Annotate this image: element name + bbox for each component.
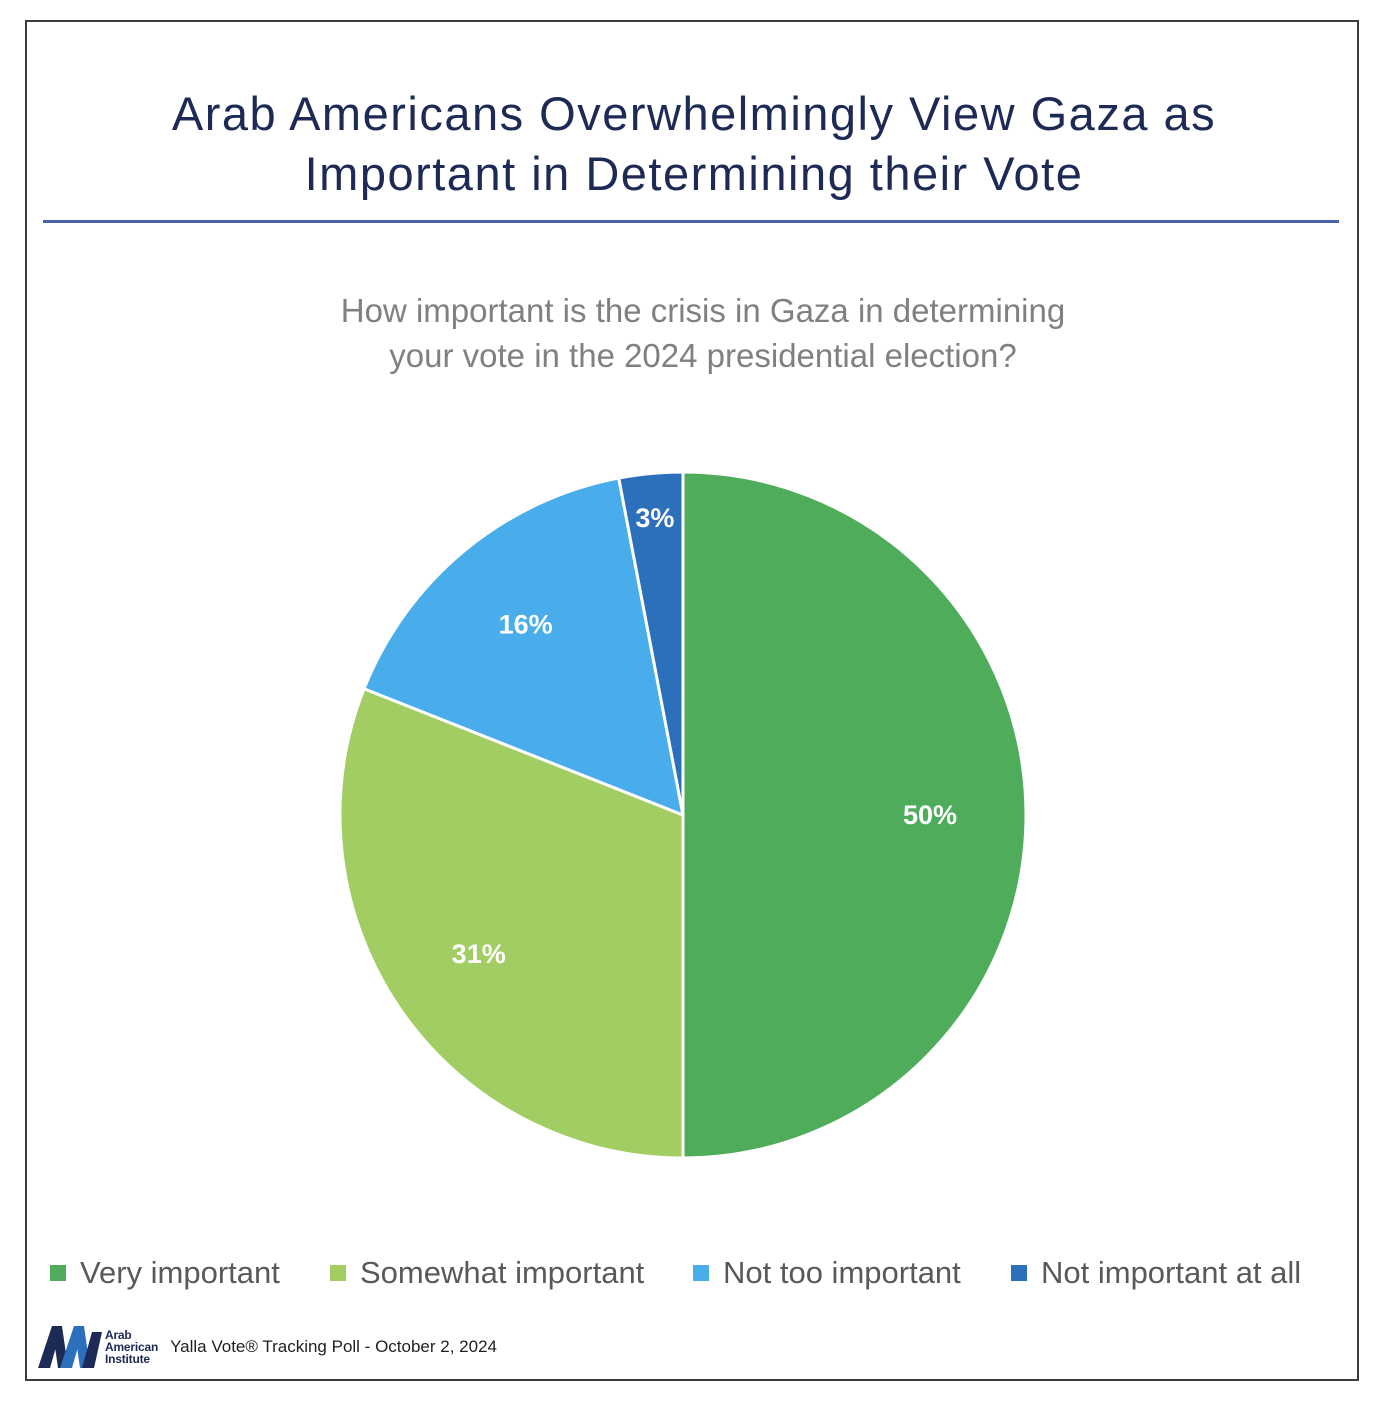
- logo-line-institute: Institute: [105, 1352, 150, 1366]
- chart-question-line-2: your vote in the 2024 presidential elect…: [389, 337, 1017, 374]
- pie-slice-very-important: [681, 470, 1028, 1160]
- chart-title-line-2: Important in Determining their Vote: [304, 147, 1084, 200]
- chart-legend: Very important Somewhat important Not to…: [0, 1248, 1388, 1298]
- pie-label-not-too-important: 16%: [499, 610, 553, 640]
- aai-logo: Arab American Institute: [38, 1326, 158, 1368]
- legend-label-very-important: Very important: [80, 1255, 280, 1290]
- chart-title: Arab Americans Overwhelmingly View Gaza …: [0, 84, 1388, 204]
- pie-slice-not-too-important: [362, 476, 685, 817]
- source-note: Yalla Vote® Tracking Poll - October 2, 2…: [170, 1337, 497, 1356]
- legend-swatch-very-important: [50, 1265, 66, 1281]
- pie-label-very-important: 50%: [903, 800, 957, 830]
- chart-footer: Arab American Institute Yalla Vote® Trac…: [38, 1324, 497, 1370]
- legend-swatch-somewhat-important: [330, 1265, 346, 1281]
- pie-slice-somewhat-important: [338, 687, 685, 1160]
- legend-item-not-too-important: Not too important: [693, 1248, 961, 1298]
- aai-logo-icon: [38, 1326, 102, 1368]
- legend-item-very-important: Very important: [50, 1248, 280, 1298]
- legend-item-somewhat-important: Somewhat important: [330, 1248, 644, 1298]
- legend-item-not-important-at-all: Not important at all: [1011, 1248, 1301, 1298]
- logo-line-arab: Arab: [105, 1328, 132, 1342]
- title-divider: [43, 220, 1339, 223]
- legend-label-somewhat-important: Somewhat important: [360, 1255, 645, 1290]
- pie-label-not-important-at-all: 3%: [635, 503, 674, 533]
- chart-question: How important is the crisis in Gaza in d…: [0, 288, 1388, 378]
- logo-line-american: American: [105, 1340, 159, 1354]
- pie-slice-not-important-at-all: [617, 470, 685, 817]
- legend-swatch-not-too-important: [693, 1265, 709, 1281]
- legend-label-not-too-important: Not too important: [723, 1255, 961, 1290]
- chart-title-line-1: Arab Americans Overwhelmingly View Gaza …: [171, 87, 1217, 140]
- pie-label-somewhat-important: 31%: [452, 939, 506, 969]
- aai-logo-text: Arab American Institute: [105, 1329, 158, 1365]
- chart-question-line-1: How important is the crisis in Gaza in d…: [340, 292, 1066, 329]
- legend-label-not-important-at-all: Not important at all: [1041, 1255, 1302, 1290]
- legend-swatch-not-important-at-all: [1011, 1265, 1027, 1281]
